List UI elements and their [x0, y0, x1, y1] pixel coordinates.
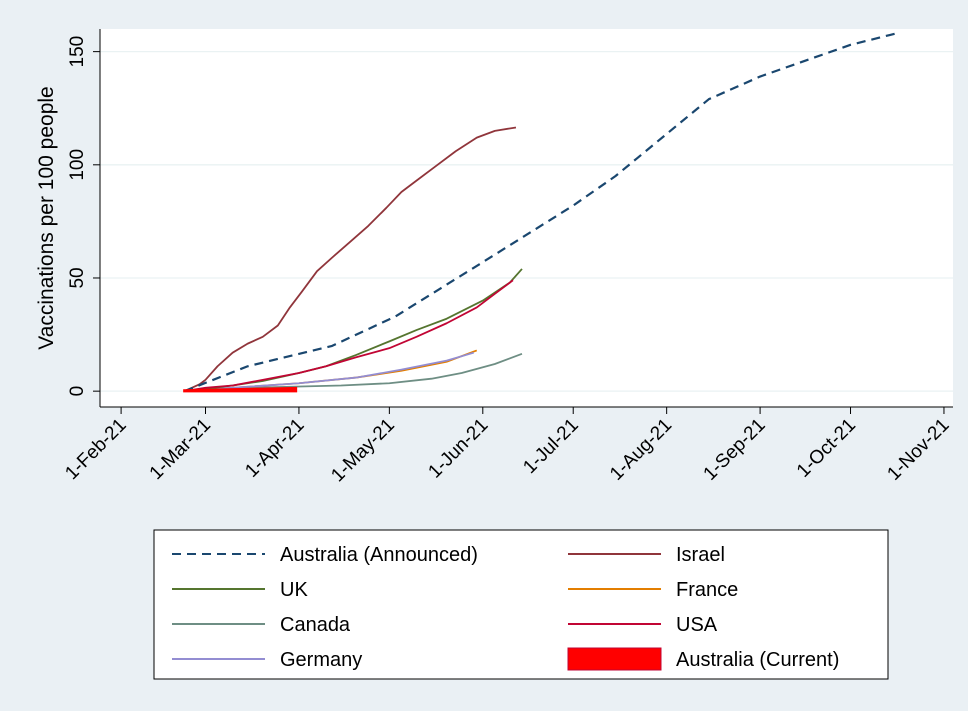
legend-label: UK: [280, 579, 308, 601]
axes: [99, 29, 953, 408]
legend-label: Australia (Current): [676, 649, 839, 671]
series-germany: [184, 351, 475, 393]
series-australia-announced: [183, 32, 896, 393]
legend-label: Canada: [280, 614, 351, 636]
x-tick-label: 1-Sep-21: [700, 415, 770, 485]
x-tick-label: 1-Feb-21: [61, 415, 130, 484]
y-tick-label: 100: [67, 149, 88, 181]
legend-label: Germany: [280, 649, 362, 671]
x-tick-label: 1-May-21: [327, 415, 399, 487]
y-tick-label: 0: [67, 386, 88, 397]
series-canada: [184, 352, 523, 393]
y-tick-label: 50: [67, 267, 88, 288]
x-tick-label: 1-Jul-21: [519, 415, 582, 478]
y-tick-label: 150: [67, 36, 88, 68]
legend-label: USA: [676, 614, 718, 636]
x-tick-label: 1-Oct-21: [793, 415, 860, 482]
plot-area: [100, 29, 953, 407]
x-tick-label: 1-Aug-21: [606, 415, 676, 485]
legend-label: Australia (Announced): [280, 544, 478, 566]
x-tick-label: 1-Apr-21: [241, 415, 308, 482]
x-tick-label: 1-Nov-21: [883, 415, 953, 485]
legend-items: Australia (Announced) Israel UK France Canad…: [172, 544, 839, 671]
legend: Australia (Announced) Israel UK France Canad…: [153, 529, 889, 680]
series-australia-current: [183, 386, 298, 393]
x-tick-label: 1-Jun-21: [424, 415, 492, 483]
x-tick-label: 1-Mar-21: [146, 415, 215, 484]
legend-key: [567, 647, 662, 671]
legend-label: France: [676, 579, 738, 601]
grid-lines: [100, 50, 953, 392]
series-lines: [183, 32, 896, 393]
legend-label: Israel: [676, 544, 725, 566]
series-usa: [184, 279, 514, 393]
y-axis-label: Vaccinations per 100 people: [35, 86, 58, 349]
series-israel: [184, 126, 517, 392]
legend-box: [153, 529, 889, 680]
